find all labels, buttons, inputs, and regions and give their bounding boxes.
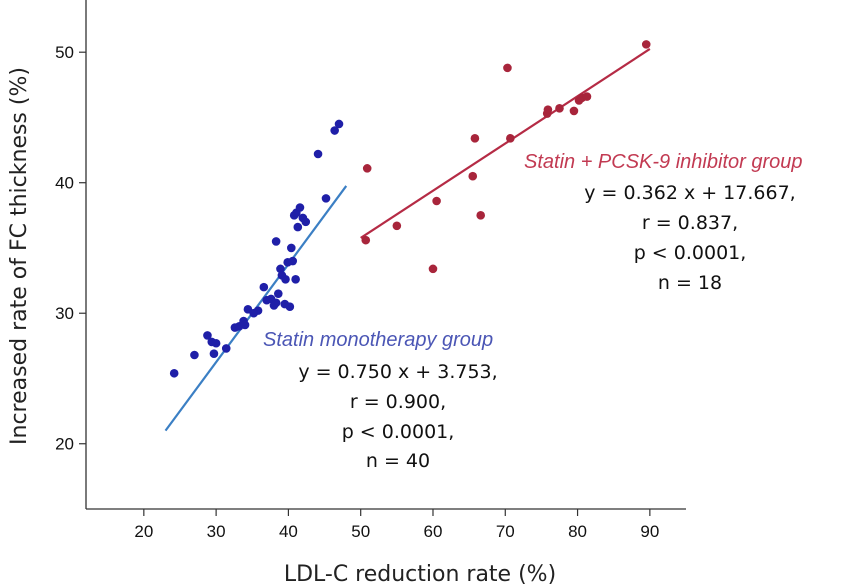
- data-point-series-1: [506, 134, 515, 143]
- y-axis-label: Increased rate of FC thickness (%): [7, 67, 32, 445]
- data-point-series-1: [555, 104, 564, 113]
- data-point-series-1: [428, 264, 438, 274]
- stat-equation-monotherapy: y = 0.750 x + 3.753,: [298, 361, 497, 383]
- x-axis-label: LDL-C reduction rate (%): [284, 562, 556, 584]
- data-point-series-1: [468, 171, 478, 181]
- x-tick-label: 30: [207, 522, 226, 541]
- data-point-series-0: [293, 222, 303, 232]
- data-point-series-0: [291, 274, 300, 284]
- stat-p-monotherapy: p < 0.0001,: [342, 421, 455, 443]
- data-point-series-0: [313, 149, 323, 159]
- data-point-series-0: [301, 217, 311, 227]
- x-tick-label: 40: [279, 522, 298, 541]
- data-point-series-1: [432, 196, 441, 206]
- data-point-series-1: [503, 63, 512, 73]
- data-point-series-0: [280, 299, 290, 309]
- data-point-series-0: [190, 350, 199, 360]
- data-point-series-1: [582, 92, 592, 101]
- data-point-series-0: [288, 256, 298, 266]
- series-label-statin-pcsk9: Statin + PCSK-9 inhibitor group: [524, 151, 803, 173]
- y-tick-label: 30: [55, 304, 74, 323]
- data-point-series-0: [281, 274, 290, 284]
- y-tick-label: 50: [55, 43, 74, 62]
- data-point-series-0: [271, 298, 281, 308]
- y-tick-label: 20: [55, 435, 74, 454]
- x-tick-label: 80: [568, 522, 587, 541]
- data-point-series-0: [271, 237, 281, 246]
- x-tick-label: 70: [496, 522, 515, 541]
- stat-r-monotherapy: r = 0.900,: [350, 391, 446, 413]
- data-point-series-1: [476, 211, 485, 220]
- data-point-series-1: [361, 235, 371, 245]
- x-tick-label: 50: [351, 522, 370, 541]
- x-tick-label: 60: [424, 522, 443, 541]
- series-label-statin-monotherapy: Statin monotherapy group: [263, 329, 493, 351]
- stat-r-pcsk9: r = 0.837,: [642, 212, 738, 234]
- stat-n-monotherapy: n = 40: [366, 450, 430, 472]
- x-tick-label: 20: [134, 522, 153, 541]
- data-point-series-0: [273, 289, 283, 298]
- data-point-series-0: [334, 119, 344, 129]
- stat-equation-pcsk9: y = 0.362 x + 17.667,: [584, 182, 795, 204]
- y-tick-label: 40: [55, 174, 74, 193]
- data-point-series-1: [641, 40, 651, 49]
- data-point-series-0: [249, 308, 259, 318]
- data-point-series-1: [543, 105, 553, 114]
- data-point-series-0: [287, 243, 296, 253]
- stat-n-pcsk9: n = 18: [658, 272, 722, 294]
- data-point-series-0: [169, 368, 179, 378]
- data-point-series-0: [276, 264, 285, 274]
- data-point-series-0: [321, 194, 331, 203]
- data-point-series-1: [362, 164, 372, 173]
- data-point-series-1: [392, 221, 402, 231]
- data-point-series-0: [203, 331, 212, 340]
- data-point-series-0: [259, 282, 269, 292]
- data-point-series-0: [330, 126, 339, 135]
- data-point-series-0: [211, 338, 221, 348]
- stat-p-pcsk9: p < 0.0001,: [634, 242, 747, 264]
- data-point-series-0: [209, 349, 219, 358]
- data-point-series-1: [569, 106, 579, 116]
- regression-line-series-1: [360, 48, 651, 239]
- data-point-series-0: [240, 320, 250, 330]
- data-point-series-0: [221, 344, 231, 353]
- data-point-series-0: [295, 203, 305, 212]
- x-tick-label: 90: [640, 522, 659, 541]
- data-point-series-1: [470, 134, 480, 143]
